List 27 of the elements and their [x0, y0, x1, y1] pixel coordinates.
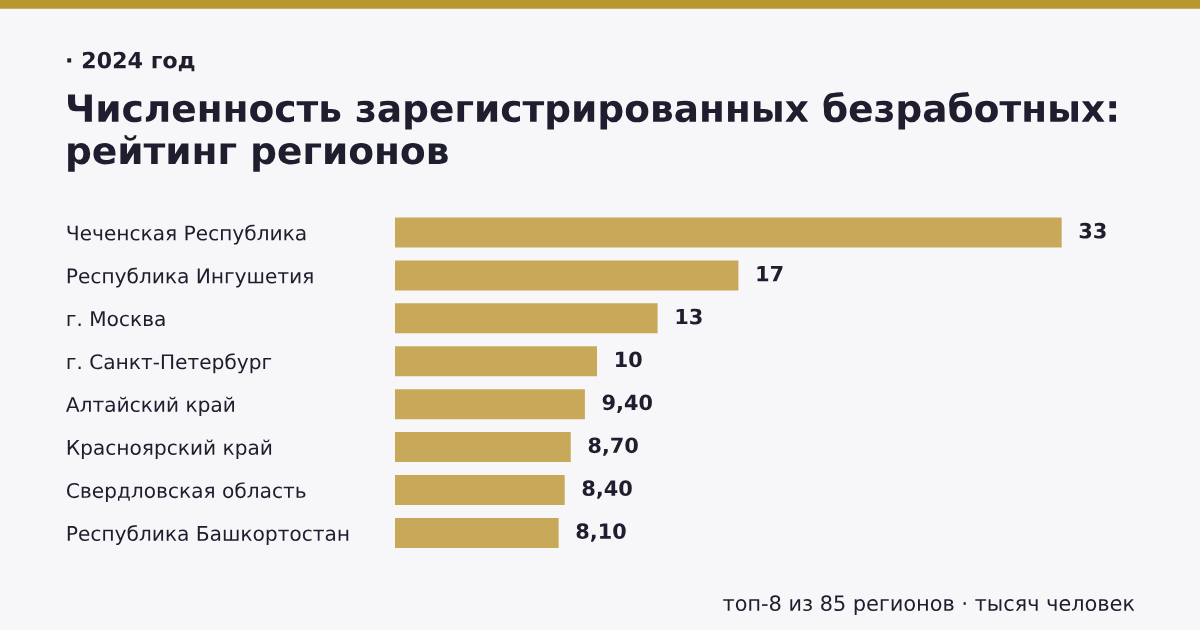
text: · 2024 год: [67, 51, 195, 72]
bar: [395, 346, 598, 377]
y-tick-label: г. Санкт-Петербург: [67, 353, 272, 374]
y-tick-label: Чеченская Республика: [67, 224, 306, 245]
y-tick-label: Красноярский край: [67, 439, 272, 459]
data-label: 17: [757, 265, 783, 282]
bar: [395, 260, 739, 291]
y-tick-label: Республика Ингушетия: [67, 267, 313, 288]
bar: [395, 217, 1062, 248]
y-tick-label: Свердловская область: [66, 482, 306, 503]
data-label: 8,40: [582, 480, 632, 499]
text: топ-8 из 85 регионов · тысяч человек: [723, 595, 1135, 616]
bar: [395, 517, 559, 548]
data-label: 9,40: [602, 394, 652, 413]
data-label: 8,70: [588, 437, 638, 456]
data-label: 8,10: [576, 523, 626, 542]
y-tick-label: Алтайский край: [65, 396, 234, 417]
data-label: 13: [676, 308, 702, 325]
bar: [395, 389, 585, 420]
chart-title: Численность зарегистрированных безработных: рейтинг регионов: [68, 92, 1117, 172]
bar: [395, 432, 571, 463]
bar: [395, 303, 658, 334]
data-label: 33: [1079, 222, 1106, 239]
y-tick-label: г. Москва: [67, 311, 165, 327]
bar: [395, 475, 565, 506]
y-tick-label: Республика Башкортостан: [67, 525, 349, 545]
data-label: 10: [616, 351, 642, 368]
